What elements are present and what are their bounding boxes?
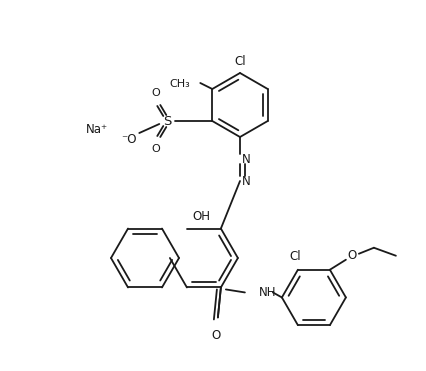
Text: O: O	[151, 144, 160, 154]
Text: O: O	[211, 329, 221, 342]
Text: Cl: Cl	[234, 55, 246, 68]
Text: N: N	[242, 152, 250, 165]
Text: Na⁺: Na⁺	[86, 122, 108, 135]
Text: Cl: Cl	[289, 250, 301, 263]
Text: O: O	[347, 249, 357, 262]
Text: OH: OH	[192, 210, 210, 223]
Text: NH: NH	[259, 286, 276, 299]
Text: S: S	[163, 115, 172, 128]
Text: ⁻O: ⁻O	[121, 132, 137, 145]
Text: O: O	[151, 88, 160, 98]
Text: CH₃: CH₃	[170, 79, 190, 89]
Text: N: N	[242, 174, 250, 187]
